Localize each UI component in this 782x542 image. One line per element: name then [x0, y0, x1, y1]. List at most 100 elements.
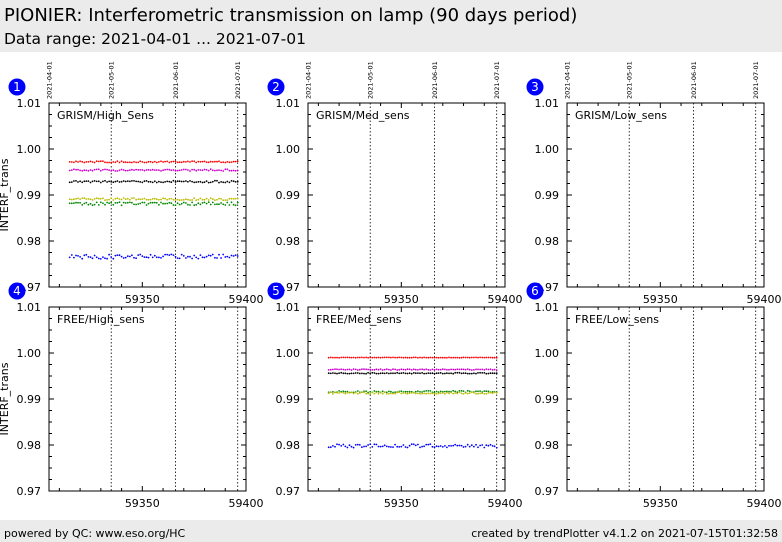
data-point [460, 392, 463, 395]
data-point [211, 180, 214, 183]
data-point [487, 444, 490, 447]
data-point [93, 203, 96, 206]
data-point [182, 198, 185, 201]
data-point [365, 392, 367, 395]
data-point [421, 445, 423, 448]
data-point [327, 446, 330, 449]
data-point [191, 168, 194, 171]
data-point [327, 372, 330, 375]
data-point [116, 160, 119, 163]
x-tick-label: 59350 [125, 293, 160, 306]
data-point [468, 368, 471, 371]
data-point [68, 198, 71, 201]
data-point [133, 197, 135, 199]
data-point [234, 197, 237, 200]
y-tick-label: 0.98 [17, 235, 42, 248]
data-point [133, 180, 135, 182]
data-point [153, 169, 156, 171]
data-point [164, 197, 167, 200]
data-point [367, 444, 369, 446]
data-point [417, 443, 419, 446]
data-point [473, 445, 475, 448]
data-point [129, 255, 131, 258]
data-point [336, 368, 338, 371]
data-point [406, 390, 409, 393]
data-point [464, 445, 467, 448]
data-point [363, 356, 365, 359]
data-point [116, 170, 119, 172]
panel-badge [8, 78, 26, 96]
data-point [170, 169, 173, 172]
data-point [450, 372, 452, 375]
data-point [329, 356, 332, 359]
data-point [205, 161, 208, 164]
data-point [87, 198, 90, 200]
data-point [392, 392, 394, 395]
data-point [400, 392, 403, 395]
data-point [344, 372, 347, 375]
data-point [377, 393, 380, 395]
data-point [205, 168, 208, 171]
data-point [85, 201, 88, 204]
data-point [410, 443, 413, 446]
data-point [232, 198, 235, 200]
data-point [112, 199, 115, 201]
data-point [473, 356, 475, 359]
data-point [141, 201, 144, 204]
plot-frame [48, 306, 247, 492]
data-point [236, 255, 239, 257]
data-point [396, 369, 399, 371]
data-point [367, 356, 369, 359]
data-point [379, 391, 382, 393]
data-point [228, 256, 231, 259]
data-point [122, 197, 125, 199]
data-point [338, 392, 340, 394]
data-point [224, 199, 227, 202]
data-point [222, 203, 225, 206]
data-point [120, 160, 123, 163]
data-point [172, 204, 175, 206]
data-point [147, 198, 150, 201]
data-point [419, 372, 421, 375]
data-point [495, 369, 498, 371]
data-point [97, 180, 100, 183]
data-point [439, 372, 442, 374]
data-point [185, 257, 187, 259]
data-point [365, 390, 367, 393]
y-tick-label: 1.01 [535, 97, 560, 110]
data-point [162, 197, 165, 200]
data-point [199, 160, 202, 163]
data-point [160, 181, 162, 184]
data-point [197, 198, 200, 201]
data-point [392, 372, 394, 375]
data-point [162, 161, 165, 163]
data-point [336, 443, 338, 446]
data-point [203, 181, 206, 184]
data-point [224, 168, 227, 171]
data-point [168, 198, 171, 200]
data-point [342, 390, 345, 393]
data-point [348, 356, 351, 359]
data-point [338, 390, 340, 392]
data-point [193, 160, 196, 163]
data-point [377, 390, 380, 393]
data-point [124, 169, 127, 172]
data-point [201, 181, 204, 184]
data-point [68, 202, 71, 205]
data-point [176, 180, 179, 183]
data-point [369, 372, 372, 375]
data-point [108, 169, 110, 171]
data-point [108, 253, 110, 256]
data-point [143, 180, 146, 183]
data-point [369, 356, 372, 359]
data-point [68, 181, 71, 184]
data-point [93, 254, 96, 257]
data-point [371, 446, 374, 448]
y-tick-label: 0.99 [276, 393, 301, 406]
data-point [178, 169, 181, 172]
x-tick-label: 59350 [384, 293, 419, 306]
data-point [145, 204, 148, 206]
data-point [464, 392, 467, 394]
data-point [93, 168, 96, 171]
data-point [456, 371, 459, 374]
